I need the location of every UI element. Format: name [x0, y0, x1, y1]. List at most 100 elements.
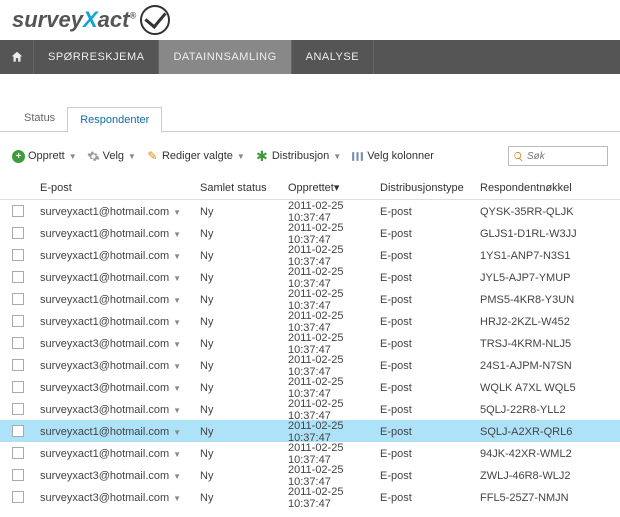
- logo-part1: survey: [12, 7, 83, 32]
- row-menu-caret-icon[interactable]: ▼: [173, 296, 181, 305]
- home-button[interactable]: [0, 40, 34, 74]
- row-checkbox[interactable]: [12, 425, 24, 437]
- cell-disttype: E-post: [380, 316, 480, 328]
- row-checkbox[interactable]: [12, 205, 24, 217]
- search-box[interactable]: [508, 146, 608, 166]
- logo: surveyXact®: [12, 7, 136, 33]
- table-row[interactable]: surveyxact3@hotmail.com▼Ny2011-02-25 10:…: [0, 354, 620, 376]
- cell-email: surveyxact1@hotmail.com: [40, 228, 169, 240]
- row-checkbox[interactable]: [12, 315, 24, 327]
- cell-disttype: E-post: [380, 404, 480, 416]
- table-row[interactable]: surveyxact3@hotmail.com▼Ny2011-02-25 10:…: [0, 398, 620, 420]
- row-checkbox[interactable]: [12, 447, 24, 459]
- columns-button[interactable]: Velg kolonner: [351, 150, 434, 163]
- table-row[interactable]: surveyxact1@hotmail.com▼Ny2011-02-25 10:…: [0, 266, 620, 288]
- cell-key: FFL5-25Z7-NMJN: [480, 492, 620, 504]
- row-menu-caret-icon[interactable]: ▼: [173, 252, 181, 261]
- row-menu-caret-icon[interactable]: ▼: [173, 450, 181, 459]
- cell-key: HRJ2-2KZL-W452: [480, 316, 620, 328]
- cell-created: 2011-02-25 10:37:47: [288, 398, 380, 422]
- edit-button[interactable]: ✎ Rediger valgte ▼: [146, 150, 245, 163]
- row-menu-caret-icon[interactable]: ▼: [173, 318, 181, 327]
- cell-created: 2011-02-25 10:37:47: [288, 222, 380, 246]
- toolbar: + Opprett ▼ Velg ▼ ✎ Rediger valgte ▼ ✱ …: [0, 132, 620, 176]
- table-row[interactable]: surveyxact3@hotmail.com▼Ny2011-02-25 10:…: [0, 376, 620, 398]
- cell-status: Ny: [200, 228, 288, 240]
- table-row[interactable]: surveyxact3@hotmail.com▼Ny2011-02-25 10:…: [0, 464, 620, 486]
- row-checkbox[interactable]: [12, 403, 24, 415]
- pencil-icon: ✎: [146, 150, 159, 163]
- row-checkbox[interactable]: [12, 381, 24, 393]
- nav-item[interactable]: SPØRRESKJEMA: [34, 40, 159, 74]
- cell-disttype: E-post: [380, 492, 480, 504]
- th-disttype[interactable]: Distribusjonstype: [380, 182, 480, 194]
- cell-status: Ny: [200, 492, 288, 504]
- table-row[interactable]: surveyxact3@hotmail.com▼Ny2011-02-25 10:…: [0, 332, 620, 354]
- row-menu-caret-icon[interactable]: ▼: [173, 428, 181, 437]
- cell-status: Ny: [200, 316, 288, 328]
- row-menu-caret-icon[interactable]: ▼: [173, 472, 181, 481]
- search-icon: [513, 151, 524, 162]
- th-key[interactable]: Respondentnøkkel: [480, 182, 620, 194]
- row-menu-caret-icon[interactable]: ▼: [173, 384, 181, 393]
- row-menu-caret-icon[interactable]: ▼: [173, 406, 181, 415]
- th-created-label: Opprettet: [288, 182, 334, 194]
- cell-key: 1YS1-ANP7-N3S1: [480, 250, 620, 262]
- distribute-button[interactable]: ✱ Distribusjon ▼: [255, 149, 341, 163]
- row-menu-caret-icon[interactable]: ▼: [173, 494, 181, 503]
- tab[interactable]: Respondenter: [67, 107, 162, 133]
- cell-email: surveyxact3@hotmail.com: [40, 382, 169, 394]
- cell-disttype: E-post: [380, 250, 480, 262]
- cell-status: Ny: [200, 448, 288, 460]
- create-label: Opprett: [28, 150, 65, 162]
- cell-email: surveyxact1@hotmail.com: [40, 448, 169, 460]
- table-row[interactable]: surveyxact1@hotmail.com▼Ny2011-02-25 10:…: [0, 244, 620, 266]
- cell-key: JYL5-AJP7-YMUP: [480, 272, 620, 284]
- edit-label: Rediger valgte: [162, 150, 233, 162]
- row-checkbox[interactable]: [12, 271, 24, 283]
- nav-item[interactable]: DATAINNSAMLING: [159, 40, 291, 74]
- select-label: Velg: [103, 150, 124, 162]
- cell-key: PMS5-4KR8-Y3UN: [480, 294, 620, 306]
- row-checkbox[interactable]: [12, 337, 24, 349]
- cell-disttype: E-post: [380, 206, 480, 218]
- table-row[interactable]: surveyxact3@hotmail.com▼Ny2011-02-25 10:…: [0, 486, 620, 508]
- cell-created: 2011-02-25 10:37:47: [288, 464, 380, 488]
- nav-item[interactable]: ANALYSE: [292, 40, 374, 74]
- row-menu-caret-icon[interactable]: ▼: [173, 340, 181, 349]
- th-created[interactable]: Opprettet▾: [288, 181, 380, 194]
- table-row[interactable]: surveyxact1@hotmail.com ▼ Ny2011-02-25 10:…: [0, 222, 620, 244]
- plus-icon: +: [12, 150, 25, 163]
- cell-status: Ny: [200, 360, 288, 372]
- row-menu-caret-icon[interactable]: ▼: [173, 274, 181, 283]
- respondent-table: E-post Samlet status Opprettet▾ Distribu…: [0, 176, 620, 508]
- row-checkbox[interactable]: [12, 359, 24, 371]
- table-row[interactable]: surveyxact1@hotmail.com▼Ny2011-02-25 10:…: [0, 310, 620, 332]
- table-row[interactable]: surveyxact1@hotmail.com▼Ny2011-02-25 10:…: [0, 200, 620, 222]
- row-menu-caret-icon[interactable]: ▼: [173, 208, 181, 217]
- row-checkbox[interactable]: [12, 469, 24, 481]
- cell-key: ZWLJ-46R8-WLJ2: [480, 470, 620, 482]
- columns-label: Velg kolonner: [367, 150, 434, 162]
- row-menu-caret-icon[interactable]: ▼: [173, 362, 181, 371]
- table-row[interactable]: surveyxact1@hotmail.com▼Ny2011-02-25 10:…: [0, 442, 620, 464]
- logo-part3: act: [98, 7, 130, 32]
- select-button[interactable]: Velg ▼: [87, 150, 136, 163]
- th-status[interactable]: Samlet status: [200, 182, 288, 194]
- th-email[interactable]: E-post: [40, 182, 200, 194]
- row-checkbox[interactable]: [12, 227, 24, 239]
- row-checkbox[interactable]: [12, 293, 24, 305]
- tab[interactable]: Status: [12, 106, 67, 132]
- sort-desc-icon: ▾: [334, 182, 340, 194]
- row-checkbox[interactable]: [12, 491, 24, 503]
- cell-status: Ny: [200, 338, 288, 350]
- row-menu-caret-icon[interactable]: ▼: [173, 230, 181, 239]
- table-row[interactable]: surveyxact1@hotmail.com▼Ny2011-02-25 10:…: [0, 288, 620, 310]
- table-row[interactable]: surveyxact1@hotmail.com▼Ny2011-02-25 10:…: [0, 420, 620, 442]
- row-checkbox[interactable]: [12, 249, 24, 261]
- top-nav: SPØRRESKJEMADATAINNSAMLINGANALYSE: [0, 40, 620, 74]
- cell-email: surveyxact3@hotmail.com: [40, 404, 169, 416]
- cell-status: Ny: [200, 426, 288, 438]
- search-input[interactable]: [527, 151, 597, 162]
- create-button[interactable]: + Opprett ▼: [12, 150, 77, 163]
